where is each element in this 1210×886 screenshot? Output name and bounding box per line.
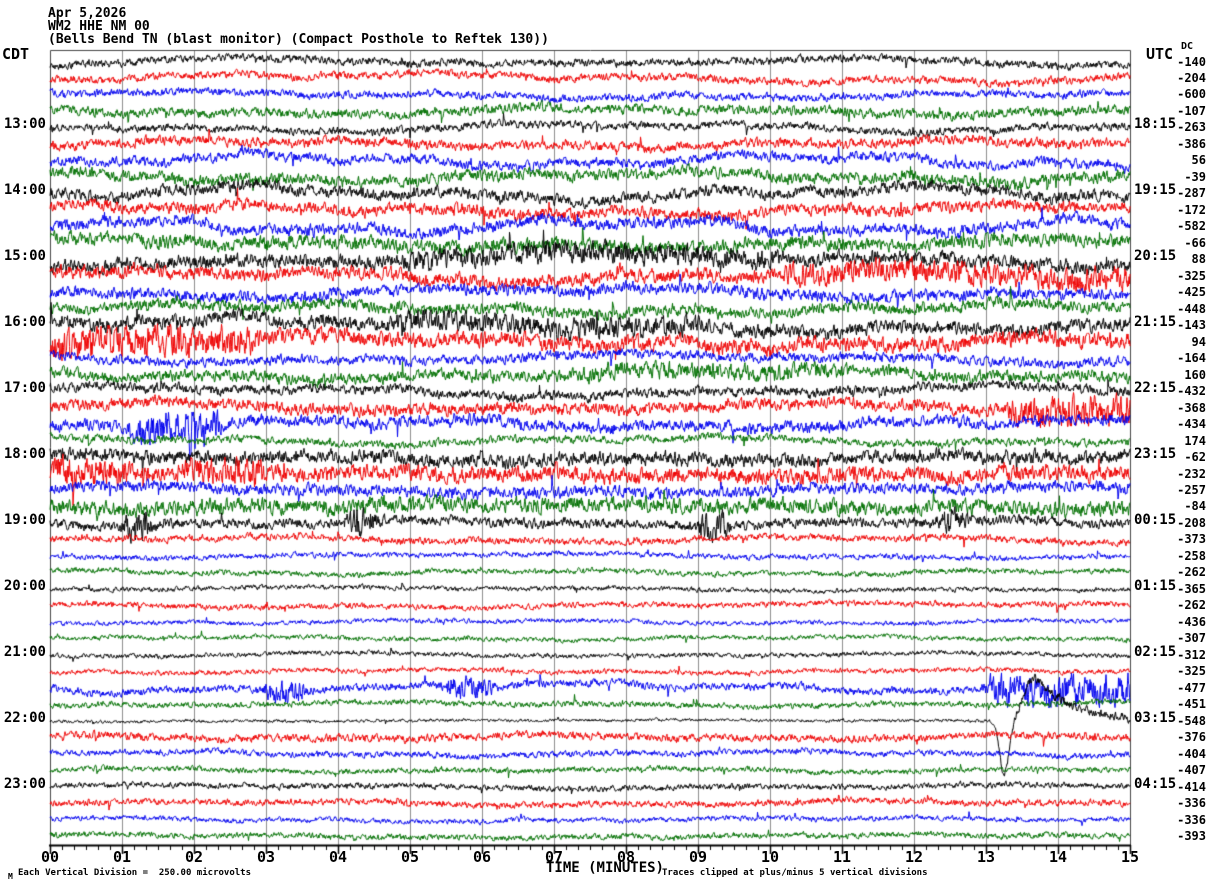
x-tick-label: 15 xyxy=(1120,848,1140,866)
x-tick-label: 08 xyxy=(616,848,636,866)
dc-value: -477 xyxy=(1177,680,1206,695)
utc-hour-label: 22:15 xyxy=(1134,380,1177,397)
dc-value: -232 xyxy=(1177,466,1206,481)
x-tick-label: 13 xyxy=(976,848,996,866)
dc-value: -407 xyxy=(1177,763,1206,778)
dc-value: 88 xyxy=(1191,252,1206,267)
cdt-hour-label: 13:00 xyxy=(3,116,46,133)
dc-value: -164 xyxy=(1177,351,1206,366)
dc-value: 94 xyxy=(1191,334,1206,349)
utc-hour-label: 21:15 xyxy=(1134,314,1177,331)
dc-value: -66 xyxy=(1184,235,1206,250)
dc-value: -325 xyxy=(1177,268,1206,283)
x-tick-label: 10 xyxy=(760,848,780,866)
cdt-hour-label: 18:00 xyxy=(3,446,46,463)
dc-value: -307 xyxy=(1177,631,1206,646)
cdt-hour-label: 16:00 xyxy=(3,314,46,331)
dc-value: -325 xyxy=(1177,664,1206,679)
dc-value: -62 xyxy=(1184,450,1206,465)
dc-value: -451 xyxy=(1177,697,1206,712)
x-tick-label: 12 xyxy=(904,848,924,866)
x-tick-label: 14 xyxy=(1048,848,1068,866)
utc-hour-label: 02:15 xyxy=(1134,643,1177,660)
cdt-hour-label: 17:00 xyxy=(3,380,46,397)
dc-value: -262 xyxy=(1177,565,1206,580)
dc-value: -365 xyxy=(1177,581,1206,596)
dc-value: 174 xyxy=(1184,433,1206,448)
clip-note: Traces clipped at plus/minus 5 vertical … xyxy=(662,868,928,878)
x-tick-label: 00 xyxy=(40,848,60,866)
utc-hour-label: 18:15 xyxy=(1134,116,1177,133)
utc-hour-label: 03:15 xyxy=(1134,709,1177,726)
corner-mark: M xyxy=(8,872,13,881)
dc-value: -386 xyxy=(1177,136,1206,151)
utc-hour-label: 01:15 xyxy=(1134,577,1177,594)
cdt-hour-label: 19:00 xyxy=(3,511,46,528)
dc-value: -312 xyxy=(1177,647,1206,662)
x-tick-label: 09 xyxy=(688,848,708,866)
utc-hour-label: 19:15 xyxy=(1134,182,1177,199)
utc-hour-label: 23:15 xyxy=(1134,446,1177,463)
dc-value: -436 xyxy=(1177,614,1206,629)
header-description: (Bells Bend TN (blast monitor) (Compact … xyxy=(48,32,549,47)
right-timezone-label: UTC xyxy=(1146,45,1174,63)
dc-value: -376 xyxy=(1177,730,1206,745)
dc-value: -287 xyxy=(1177,186,1206,201)
cdt-hour-label: 23:00 xyxy=(3,775,46,792)
dc-value: -548 xyxy=(1177,713,1206,728)
scale-note: Each Vertical Division = 250.00 microvol… xyxy=(18,868,251,878)
dc-value: -257 xyxy=(1177,482,1206,497)
dc-value: -258 xyxy=(1177,548,1206,563)
utc-hour-label: 20:15 xyxy=(1134,248,1177,265)
dc-value: -336 xyxy=(1177,796,1206,811)
dc-value: -373 xyxy=(1177,532,1206,547)
dc-value: 160 xyxy=(1184,367,1206,382)
dc-value: -336 xyxy=(1177,812,1206,827)
utc-hour-label: 04:15 xyxy=(1134,775,1177,792)
dc-value: -208 xyxy=(1177,515,1206,530)
dc-value: -143 xyxy=(1177,318,1206,333)
cdt-hour-label: 22:00 xyxy=(3,709,46,726)
dc-column-header: DC xyxy=(1181,41,1194,52)
header-date: Apr 5,2026 xyxy=(48,6,127,21)
dc-value: -140 xyxy=(1177,54,1206,69)
dc-value: -425 xyxy=(1177,285,1206,300)
dc-value: 56 xyxy=(1191,153,1206,168)
x-tick-label: 05 xyxy=(400,848,420,866)
dc-value: -600 xyxy=(1177,87,1206,102)
dc-value: -434 xyxy=(1177,417,1206,432)
x-tick-label: 02 xyxy=(184,848,204,866)
left-timezone-label: CDT xyxy=(2,45,30,63)
utc-hour-label: 00:15 xyxy=(1134,511,1177,528)
dc-value: -172 xyxy=(1177,202,1206,217)
dc-value: -393 xyxy=(1177,829,1206,844)
dc-value: -368 xyxy=(1177,400,1206,415)
header-station: WM2 HHE NM 00 xyxy=(48,19,150,34)
cdt-hour-label: 20:00 xyxy=(3,577,46,594)
dc-value: -39 xyxy=(1184,169,1206,184)
dc-value: -432 xyxy=(1177,384,1206,399)
x-tick-label: 01 xyxy=(112,848,132,866)
x-tick-label: 07 xyxy=(544,848,564,866)
dc-value: -107 xyxy=(1177,103,1206,118)
dc-value: -262 xyxy=(1177,598,1206,613)
dc-value: -414 xyxy=(1177,779,1206,794)
dc-value: -84 xyxy=(1184,499,1206,514)
dc-value: -263 xyxy=(1177,120,1206,135)
x-axis-title: TIME (MINUTES) xyxy=(545,860,664,876)
cdt-hour-label: 15:00 xyxy=(3,248,46,265)
x-tick-label: 06 xyxy=(472,848,492,866)
dc-value: -204 xyxy=(1177,70,1206,85)
dc-value: -582 xyxy=(1177,219,1206,234)
cdt-hour-label: 21:00 xyxy=(3,643,46,660)
x-tick-label: 04 xyxy=(328,848,348,866)
x-tick-label: 03 xyxy=(256,848,276,866)
dc-value: -448 xyxy=(1177,301,1206,316)
dc-value: -404 xyxy=(1177,746,1206,761)
x-tick-label: 11 xyxy=(832,848,852,866)
cdt-hour-label: 14:00 xyxy=(3,182,46,199)
